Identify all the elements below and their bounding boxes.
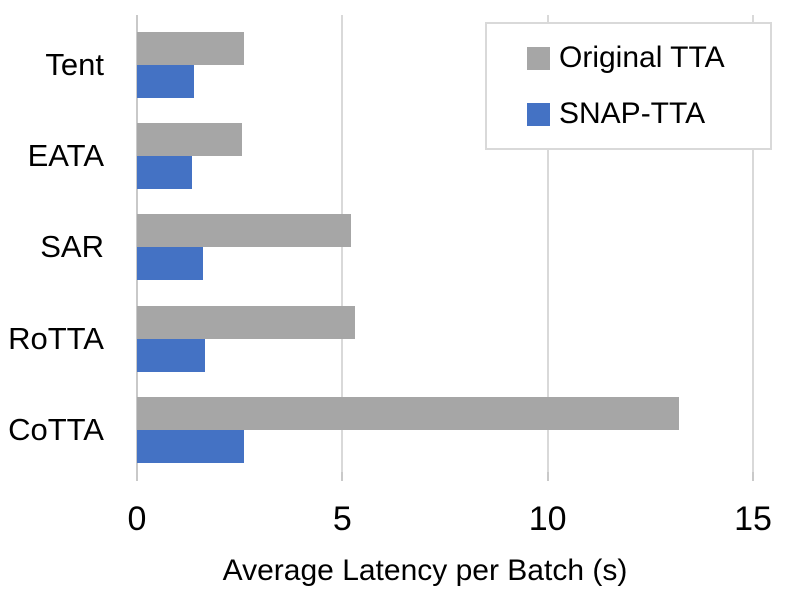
legend-label: SNAP-TTA bbox=[559, 97, 706, 130]
legend-swatch bbox=[527, 46, 550, 70]
category-label-cotta: CoTTA bbox=[8, 412, 104, 448]
legend-item: Original TTA bbox=[527, 33, 760, 83]
x-gridline bbox=[752, 15, 754, 472]
legend-item: SNAP-TTA bbox=[527, 89, 760, 139]
x-axis-tick-mark bbox=[341, 472, 344, 481]
x-tick-label: 10 bbox=[528, 500, 567, 538]
x-tick-label: 15 bbox=[734, 500, 772, 538]
bar-rotta-original-tta bbox=[137, 305, 355, 339]
bar-cotta-snap-tta bbox=[137, 430, 244, 464]
category-label-sar: SAR bbox=[40, 229, 104, 265]
bar-sar-original-tta bbox=[137, 214, 351, 248]
bar-rotta-snap-tta bbox=[137, 338, 205, 372]
category-label-tent: Tent bbox=[45, 46, 104, 82]
x-axis-tick-mark bbox=[546, 472, 549, 481]
bar-eata-snap-tta bbox=[137, 155, 193, 189]
x-axis-tick-mark bbox=[136, 472, 138, 481]
category-label-rotta: RoTTA bbox=[8, 320, 104, 356]
bar-cotta-original-tta bbox=[137, 397, 680, 431]
legend-swatch bbox=[527, 102, 550, 126]
bar-tent-snap-tta bbox=[137, 64, 195, 98]
plot-area bbox=[136, 15, 754, 481]
bar-tent-original-tta bbox=[137, 31, 244, 65]
bar-eata-original-tta bbox=[137, 122, 242, 156]
bar-sar-snap-tta bbox=[137, 247, 203, 281]
category-label-eata: EATA bbox=[27, 137, 104, 173]
legend: Original TTA SNAP-TTA bbox=[485, 22, 772, 150]
x-gridline bbox=[546, 15, 549, 472]
x-axis-tick-mark bbox=[752, 472, 754, 481]
x-tick-label: 5 bbox=[332, 500, 352, 538]
legend-label: Original TTA bbox=[559, 41, 725, 74]
x-axis-title: Average Latency per Batch (s) bbox=[222, 554, 628, 587]
x-tick-label: 0 bbox=[127, 500, 147, 538]
